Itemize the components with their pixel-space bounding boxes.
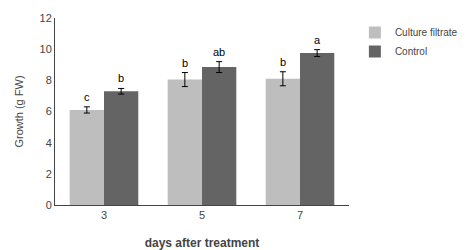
svg-text:b: b: [118, 72, 124, 84]
svg-text:b: b: [182, 57, 188, 69]
svg-text:6: 6: [46, 105, 52, 117]
svg-text:c: c: [84, 91, 90, 103]
svg-text:8: 8: [46, 74, 52, 86]
svg-text:b: b: [280, 56, 286, 68]
svg-text:3: 3: [101, 209, 107, 221]
svg-text:ab: ab: [213, 46, 225, 58]
svg-text:0: 0: [46, 199, 52, 211]
svg-text:Culture filtrate: Culture filtrate: [395, 27, 458, 38]
svg-text:12: 12: [40, 12, 52, 24]
svg-text:Growth (g FW): Growth (g FW): [13, 75, 25, 147]
svg-text:5: 5: [199, 209, 205, 221]
svg-text:4: 4: [46, 137, 52, 149]
svg-text:a: a: [314, 34, 321, 46]
svg-text:10: 10: [40, 43, 52, 55]
svg-text:Control: Control: [395, 46, 427, 57]
svg-text:2: 2: [46, 168, 52, 180]
svg-text:7: 7: [297, 209, 303, 221]
svg-text:days after treatment: days after treatment: [145, 236, 260, 250]
